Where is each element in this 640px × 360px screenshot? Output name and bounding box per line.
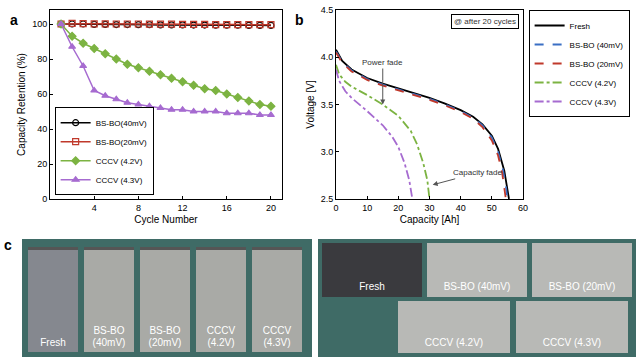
svg-text:3.0: 3.0 — [321, 147, 334, 157]
svg-text:CCCV (4.3V): CCCV (4.3V) — [570, 98, 617, 107]
svg-text:16: 16 — [222, 203, 232, 213]
svg-text:0: 0 — [333, 203, 338, 213]
html-text:CCCV (4.2V): CCCV (4.2V) — [206, 325, 236, 348]
svg-text:@ after 20 cycles: @ after 20 cycles — [454, 17, 516, 26]
svg-text:80: 80 — [37, 54, 47, 64]
svg-text:100: 100 — [32, 19, 47, 29]
svg-text:0: 0 — [42, 194, 47, 204]
svg-text:Fresh: Fresh — [570, 22, 590, 31]
svg-text:CCCV (4.2V): CCCV (4.2V) — [96, 157, 143, 166]
svg-text:20: 20 — [266, 203, 276, 213]
svg-text:4.0: 4.0 — [321, 52, 334, 62]
html-text:CCCV (4.3V): CCCV (4.3V) — [262, 325, 292, 348]
svg-text:30: 30 — [424, 203, 434, 213]
svg-text:12: 12 — [178, 203, 188, 213]
html-text:CCCV (4.2V): CCCV (4.2V) — [424, 337, 484, 348]
svg-text:4: 4 — [92, 203, 97, 213]
svg-text:CCCV (4.2V): CCCV (4.2V) — [570, 79, 617, 88]
html-text:Fresh: Fresh — [40, 336, 66, 348]
svg-text:BS-BO(40mV): BS-BO(40mV) — [96, 119, 147, 128]
svg-text:Cycle Number: Cycle Number — [134, 214, 198, 225]
svg-text:BS-BO(20mV): BS-BO(20mV) — [96, 138, 147, 147]
svg-text:20: 20 — [37, 159, 47, 169]
svg-text:4.5: 4.5 — [321, 5, 334, 15]
svg-text:50: 50 — [487, 203, 497, 213]
svg-text:60: 60 — [37, 89, 47, 99]
svg-text:Capacity fade: Capacity fade — [453, 168, 502, 177]
svg-text:Capacity Retention (%): Capacity Retention (%) — [16, 53, 27, 156]
html-text:BS-BO (20mV): BS-BO (20mV) — [548, 281, 616, 292]
html-text:BS-BO (20mV): BS-BO (20mV) — [148, 325, 182, 348]
svg-text:b: b — [295, 12, 304, 28]
html-text:Fresh: Fresh — [359, 281, 385, 292]
svg-text:2.5: 2.5 — [321, 194, 334, 204]
svg-text:CCCV (4.3V): CCCV (4.3V) — [96, 176, 143, 185]
svg-text:Power fade: Power fade — [362, 58, 403, 67]
svg-text:40: 40 — [456, 203, 466, 213]
svg-text:BS-BO (40mV): BS-BO (40mV) — [570, 41, 624, 50]
svg-text:40: 40 — [37, 124, 47, 134]
svg-text:Capacity [Ah]: Capacity [Ah] — [400, 214, 460, 225]
svg-text:a: a — [10, 12, 18, 28]
svg-text:BS-BO (20mV): BS-BO (20mV) — [570, 60, 624, 69]
html-text:BS-BO (40mV): BS-BO (40mV) — [443, 281, 511, 292]
svg-text:10: 10 — [362, 203, 372, 213]
svg-text:8: 8 — [136, 203, 141, 213]
svg-text:20: 20 — [393, 203, 403, 213]
html-text:BS-BO (40mV): BS-BO (40mV) — [92, 325, 126, 348]
svg-text:Voltage [V]: Voltage [V] — [305, 80, 316, 129]
svg-text:3.5: 3.5 — [321, 100, 334, 110]
html-text:CCCV (4.3V): CCCV (4.3V) — [542, 337, 602, 348]
html-text:c: c — [4, 237, 12, 253]
svg-text:60: 60 — [518, 203, 528, 213]
